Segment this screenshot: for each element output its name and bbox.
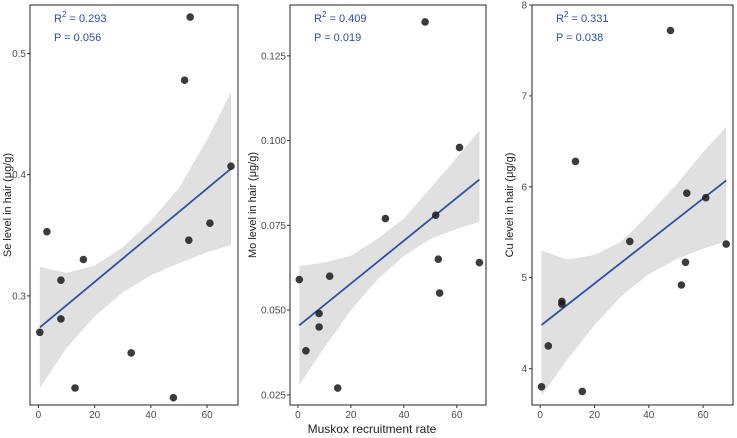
se-point-6 (127, 349, 135, 357)
mo-x-tick-label-3: 60 (451, 410, 463, 421)
cu-point-5 (578, 387, 587, 396)
se-x-tick-label-0: 0 (36, 410, 42, 421)
mo-y-axis-label: Mo level in hair (μg/g) (247, 152, 259, 258)
cu-fit-line (540, 179, 727, 326)
se-x-tick-label-3: 60 (202, 410, 214, 421)
se-point-9 (185, 236, 193, 244)
cu-x-tick-label-0: 0 (537, 410, 543, 421)
cu-point-8 (677, 281, 686, 289)
cu-point-0 (537, 383, 546, 391)
mo-point-2 (315, 309, 323, 318)
mo-point-0 (295, 275, 304, 284)
mo-point-9 (434, 255, 443, 263)
se-y-axis-label: Se level in hair (μg/g) (2, 153, 14, 257)
se-point-11 (206, 219, 214, 227)
mo-y-tick-label-4: 0.125 (261, 51, 286, 62)
se-point-3 (57, 315, 65, 323)
panel-se: 0 20 40 60 0.3 0.4 0.5 Se level in hair (μg/g) R… (2, 4, 239, 421)
se-y-tick-label-2: 0.5 (12, 49, 26, 60)
cu-x-tick-label-1: 20 (589, 410, 601, 421)
se-p-value: P = 0.056 (54, 32, 101, 44)
se-confidence-band (39, 92, 231, 389)
mo-point-3 (315, 323, 323, 331)
cu-point-12 (722, 240, 730, 248)
se-x-tick-label-1: 20 (89, 410, 101, 421)
cu-point-7 (666, 26, 675, 35)
se-point-8 (180, 76, 189, 84)
cu-panel-frame (531, 4, 734, 406)
cu-point-11 (702, 193, 710, 202)
se-point-4 (71, 384, 79, 392)
mo-y-tick-label-2: 0.075 (261, 221, 286, 232)
mo-point-7 (421, 18, 429, 26)
mo-point-4 (325, 272, 334, 281)
se-point-12 (227, 162, 235, 170)
se-point-7 (169, 393, 178, 402)
cu-point-4 (571, 157, 580, 166)
shared-x-axis-label: Muskox recruitment rate (308, 422, 437, 436)
cu-r-squared: R2 = 0.331 (556, 10, 608, 25)
se-point-1 (43, 227, 51, 236)
cu-confidence-band (541, 126, 727, 396)
mo-point-1 (302, 347, 310, 355)
mo-x-tick-label-1: 20 (345, 410, 357, 421)
cu-point-6 (626, 237, 634, 246)
cu-x-tick-label-2: 40 (643, 410, 655, 421)
se-point-0 (36, 328, 44, 337)
cu-point-10 (683, 189, 691, 197)
cu-y-tick-label-1: 5 (521, 273, 527, 284)
mo-panel-frame (289, 4, 487, 406)
cu-p-value: P = 0.038 (556, 32, 603, 44)
mo-y-tick-label-0: 0.025 (261, 390, 286, 401)
mo-point-8 (431, 211, 440, 219)
mo-p-value: P = 0.019 (314, 32, 361, 44)
mo-point-11 (455, 143, 464, 152)
mo-r-squared: R2 = 0.409 (314, 10, 366, 25)
cu-y-tick-label-2: 6 (521, 182, 527, 193)
cu-y-tick-label-3: 7 (521, 91, 527, 102)
se-r-squared: R2 = 0.293 (54, 10, 106, 25)
cu-x-tick-label-3: 60 (698, 410, 710, 421)
mo-point-5 (333, 384, 342, 392)
cu-point-9 (681, 258, 690, 267)
mo-y-tick-label-1: 0.050 (261, 306, 286, 317)
se-point-10 (186, 13, 194, 21)
se-panel-frame (29, 4, 239, 406)
cu-y-tick-label-0: 4 (521, 364, 527, 375)
cu-point-3 (558, 300, 566, 308)
mo-point-10 (435, 289, 444, 297)
mo-x-tick-label-0: 0 (295, 410, 301, 421)
se-point-2 (57, 276, 65, 285)
cu-point-1 (544, 342, 553, 350)
cu-y-axis-label: Cu level in hair (μg/g) (504, 153, 516, 258)
se-point-5 (79, 255, 88, 264)
se-y-tick-label-1: 0.4 (12, 170, 26, 181)
panel-mo: 0 20 40 60 0.025 0.050 0.075 0.100 0.125 Mo level… (247, 4, 487, 421)
mo-confidence-band (299, 130, 480, 385)
cu-y-tick-label-4: 8 (521, 1, 527, 12)
se-x-tick-label-2: 40 (145, 410, 157, 421)
mo-point-6 (381, 214, 390, 223)
se-fit-line (39, 167, 232, 329)
se-y-tick-label-0: 0.3 (12, 291, 26, 302)
mo-x-tick-label-2: 40 (398, 410, 410, 421)
mo-point-12 (475, 258, 484, 267)
mo-y-tick-label-3: 0.100 (261, 136, 286, 147)
panel-cu: 0 20 40 60 4 5 6 7 8 Cu level in hair (μg/g) R2 = … (504, 1, 734, 421)
mo-fit-line (298, 178, 480, 327)
